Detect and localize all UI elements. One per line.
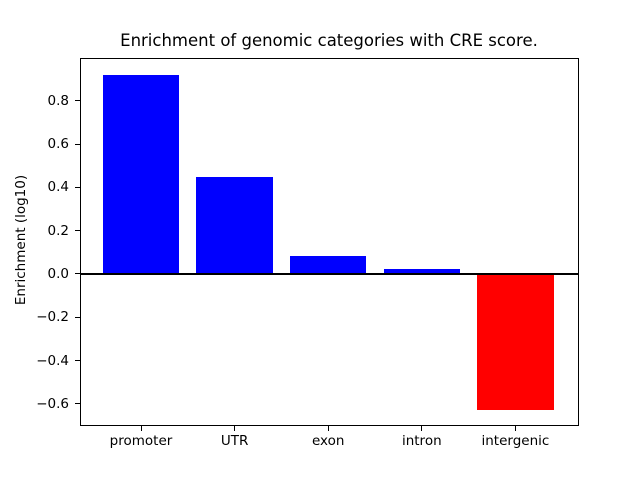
x-tick-label-exon: exon: [311, 433, 345, 449]
y-tick-label: 0.4: [47, 179, 69, 196]
bar-intron: [383, 268, 461, 274]
x-tick-mark: [234, 425, 236, 431]
y-tick-label: −0.4: [36, 352, 69, 369]
y-tick-mark: [74, 230, 80, 232]
y-tick-mark: [74, 100, 80, 102]
y-tick-mark: [74, 316, 80, 318]
y-tick-mark: [74, 273, 80, 275]
x-tick-label-intergenic: intergenic: [481, 433, 550, 449]
y-tick-mark: [74, 143, 80, 145]
chart-title: Enrichment of genomic categories with CR…: [120, 31, 538, 50]
x-tick-mark: [327, 425, 329, 431]
x-tick-mark: [421, 425, 423, 431]
x-tick-mark: [514, 425, 516, 431]
y-tick-mark: [74, 360, 80, 362]
y-tick-mark: [74, 186, 80, 188]
bar-exon: [289, 255, 367, 274]
y-tick-label: 0.6: [47, 136, 69, 153]
bar-promoter: [102, 74, 180, 274]
x-tick-label-intron: intron: [401, 433, 442, 449]
y-tick-label: 0.8: [47, 92, 69, 109]
x-tick-label-promoter: promoter: [109, 433, 173, 449]
y-tick-mark: [74, 403, 80, 405]
zero-line: [79, 272, 579, 275]
y-tick-label: 0.2: [47, 222, 69, 239]
bar-UTR: [196, 176, 273, 274]
x-tick-label-UTR: UTR: [220, 433, 249, 449]
y-tick-label: −0.2: [36, 309, 69, 326]
y-tick-label: −0.6: [36, 395, 69, 412]
x-tick-mark: [140, 425, 142, 431]
y-tick-label: 0.0: [47, 265, 69, 282]
bar-intergenic: [477, 273, 554, 411]
